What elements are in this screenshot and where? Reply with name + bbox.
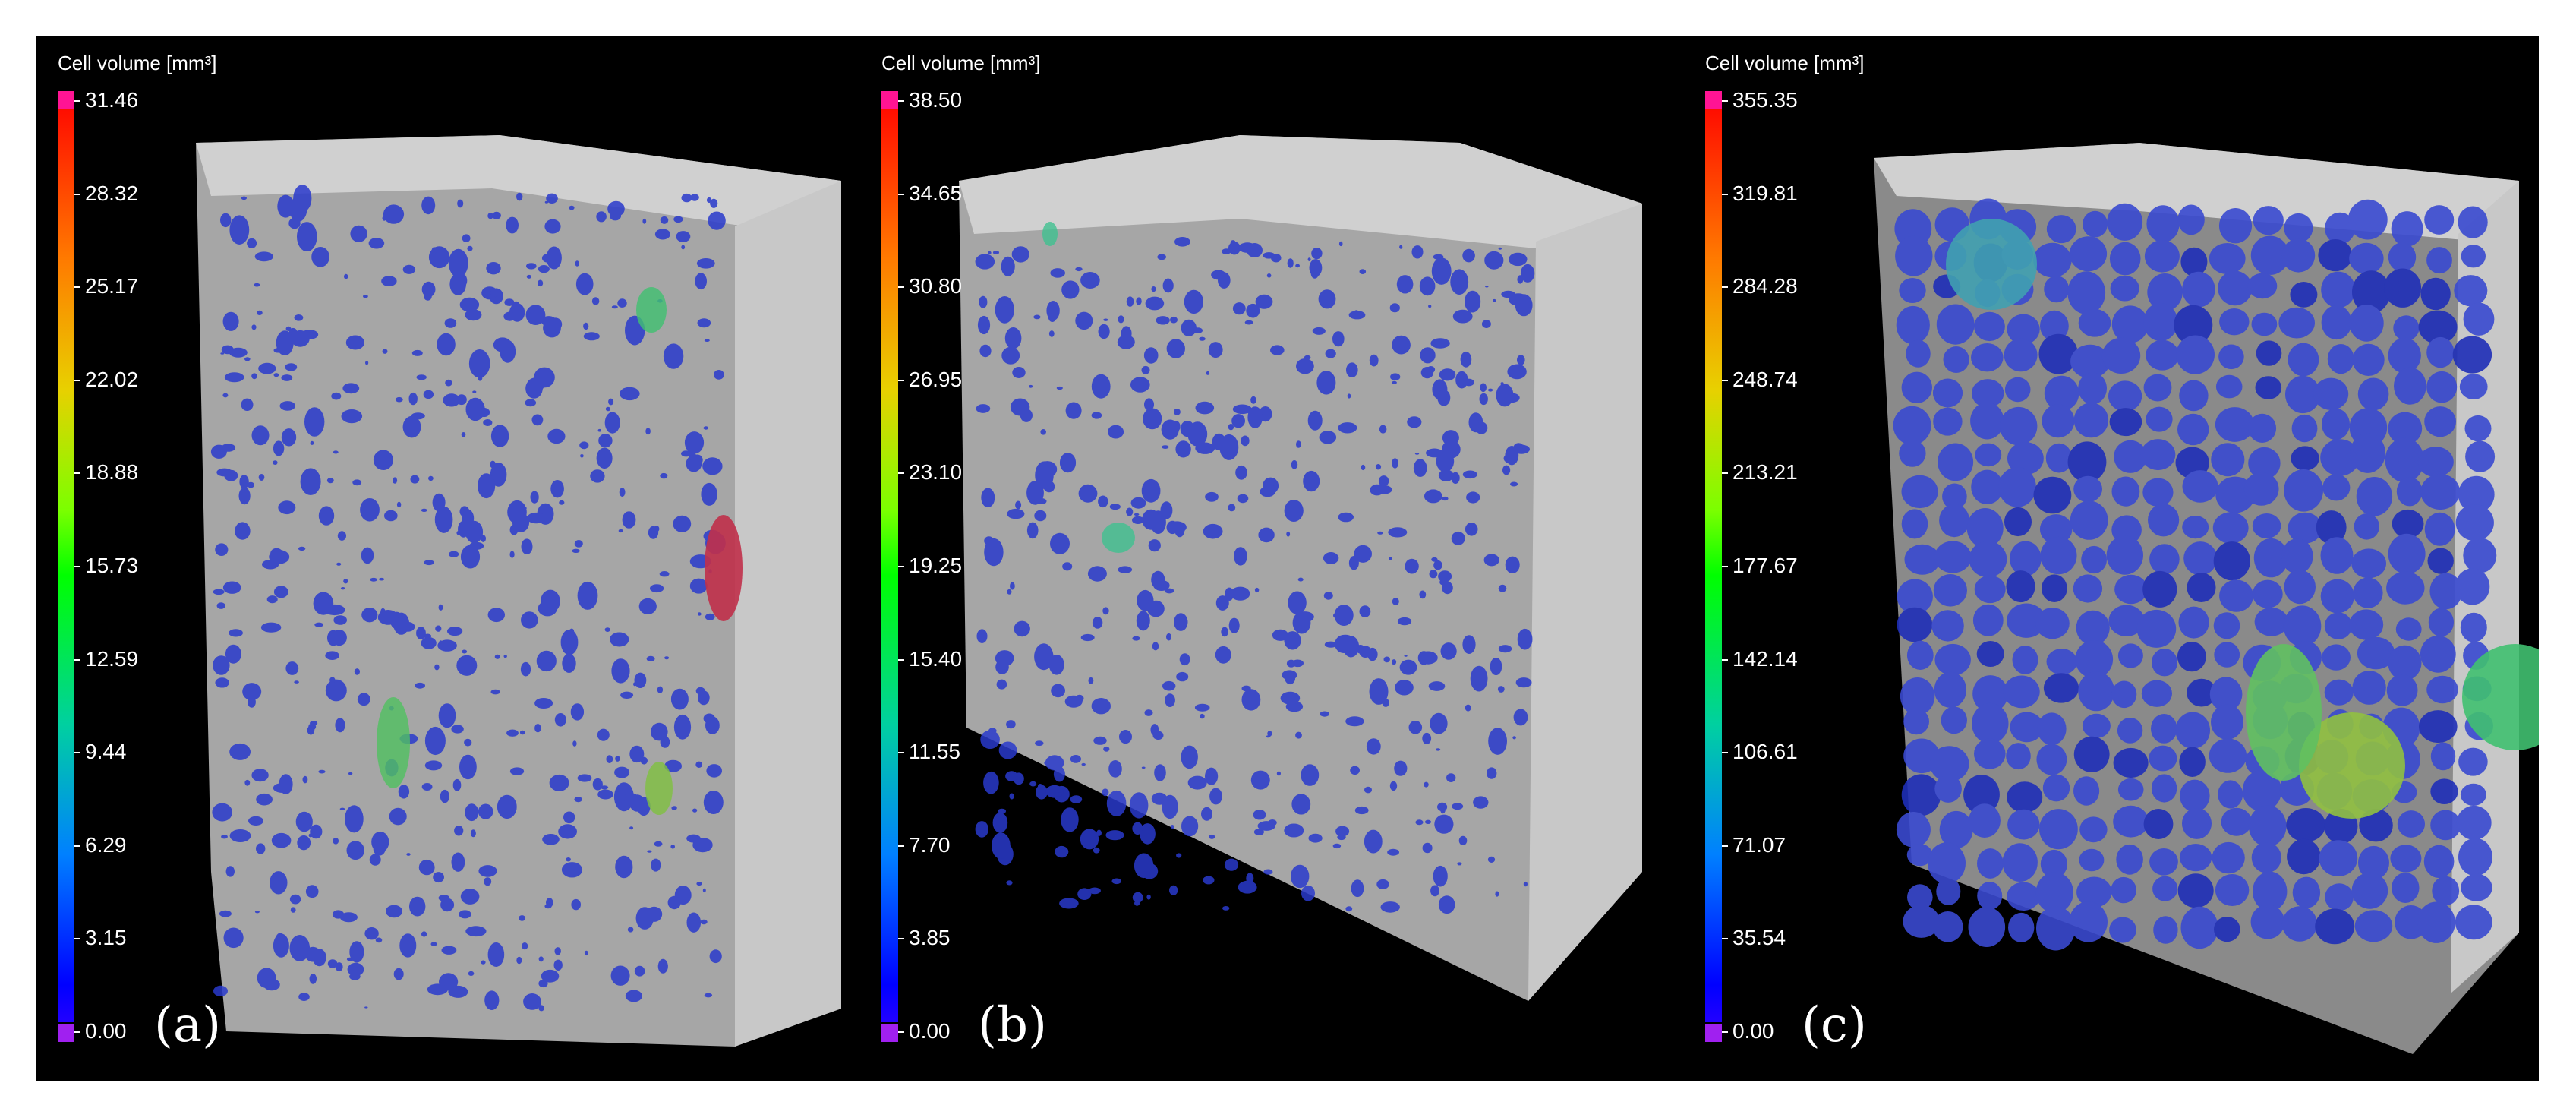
colorbar-tick-mark [898,379,904,381]
colorbar-tick-label: 26.95 [909,367,963,391]
colorbar-tick-label: 284.28 [1733,274,1798,298]
colorbar-tick-mark [1722,379,1728,381]
colorbar-tick-label: 38.50 [909,88,963,112]
colorbar-tick-mark [1722,658,1728,661]
colorbar-tick-label: 248.74 [1733,367,1798,391]
sample-render-c [1874,143,2539,1054]
colorbar-tick-label: 11.55 [909,740,960,764]
colorbar-tick-label: 177.67 [1733,554,1798,577]
colorbar-tick-mark [898,472,904,475]
colorbar-tick-label: 30.80 [909,274,963,298]
colorbar-tick-label: 213.21 [1733,460,1798,485]
colorbar-title: Cell volume [mm³] [58,52,217,74]
colorbar-tick-label: 35.54 [1733,926,1786,950]
colorbar-tick-mark [74,658,80,661]
colorbar-tick-mark [1722,566,1728,567]
colorbar-tick-mark [74,845,80,847]
colorbar-title: Cell volume [mm³] [1705,52,1865,74]
colorbar-tick-label: 319.81 [1733,181,1798,205]
colorbar-tick-label: 3.85 [909,926,951,950]
colorbar-max-swatch [58,91,74,109]
figure-frame: Cell volume [mm³] (a) 31.46 28.32 25.17 22.… [36,36,2539,1081]
colorbar-tick-label: 9.44 [85,740,127,764]
colorbar-tick-label: 0.00 [1733,1019,1774,1043]
colorbar-tick-label: 0.00 [909,1019,951,1043]
colorbar-tick-label: 355.35 [1733,88,1798,112]
colorbar-tick-label: 7.70 [909,832,951,857]
colorbar-tick-mark [1722,286,1728,289]
colorbar-tick-label: 28.32 [85,181,139,205]
colorbar-tick-mark [1722,845,1728,847]
colorbar-title: Cell volume [mm³] [881,52,1041,74]
panel-label: (b) [978,997,1047,1053]
colorbar-tick-label: 3.15 [85,926,127,950]
colorbar-tick-mark [898,1031,904,1033]
colorbar-tick-label: 6.29 [85,832,127,857]
colorbar [58,91,74,1022]
colorbar-tick-mark [74,286,80,289]
colorbar-tick-mark [74,193,80,195]
colorbar-tick-label: 15.40 [909,646,963,671]
colorbar-tick-mark [1722,472,1728,475]
colorbar-tick-label: 19.25 [909,554,963,577]
colorbar-tick-mark [898,193,904,195]
colorbar-tick-mark [74,566,80,567]
colorbar-max-swatch [881,91,898,109]
colorbar-tick-mark [1722,100,1728,102]
panel-a: Cell volume [mm³] (a) 31.46 28.32 25.17 22.… [36,36,856,1081]
colorbar-tick-label: 23.10 [909,460,963,485]
colorbar-tick-mark [898,845,904,847]
colorbar-min-swatch [881,1024,898,1042]
sample-render-b [959,135,1642,1001]
colorbar-tick-mark [898,566,904,567]
colorbar-tick-mark [898,938,904,940]
colorbar-tick-label: 18.88 [85,460,139,485]
panel-label: (a) [154,997,222,1053]
colorbar-tick-mark [898,752,904,754]
colorbar [1705,91,1722,1022]
colorbar-tick-mark [898,286,904,289]
sample-render-a [196,135,841,1047]
colorbar-tick-mark [898,658,904,661]
colorbar-tick-mark [898,100,904,102]
panel-b: Cell volume [mm³] (b) 38.50 34.65 30.80 26.… [860,36,1680,1081]
colorbar-tick-label: 34.65 [909,181,963,205]
colorbar-tick-mark [74,379,80,381]
colorbar-tick-mark [1722,938,1728,940]
colorbar-max-swatch [1705,91,1722,109]
panel-label: (c) [1802,997,1867,1053]
colorbar-tick-label: 25.17 [85,274,139,298]
colorbar-tick-label: 71.07 [1733,832,1786,857]
colorbar-min-swatch [58,1024,74,1042]
colorbar-tick-label: 22.02 [85,367,139,391]
colorbar-tick-mark [74,752,80,754]
colorbar-tick-mark [74,938,80,940]
colorbar-tick-label: 15.73 [85,554,139,577]
colorbar-tick-label: 31.46 [85,88,139,112]
colorbar-tick-label: 142.14 [1733,646,1798,671]
colorbar-tick-mark [74,1031,80,1033]
colorbar-tick-mark [1722,193,1728,195]
colorbar-tick-label: 106.61 [1733,740,1798,764]
colorbar-tick-mark [1722,752,1728,754]
panel-c: Cell volume [mm³] (c) 355.35 319.81 284.28… [1684,36,2539,1081]
colorbar-tick-label: 12.59 [85,646,139,671]
colorbar [881,91,898,1022]
colorbar-min-swatch [1705,1024,1722,1042]
colorbar-tick-mark [74,472,80,475]
colorbar-tick-mark [74,100,80,102]
colorbar-tick-label: 0.00 [85,1019,127,1043]
colorbar-tick-mark [1722,1031,1728,1033]
